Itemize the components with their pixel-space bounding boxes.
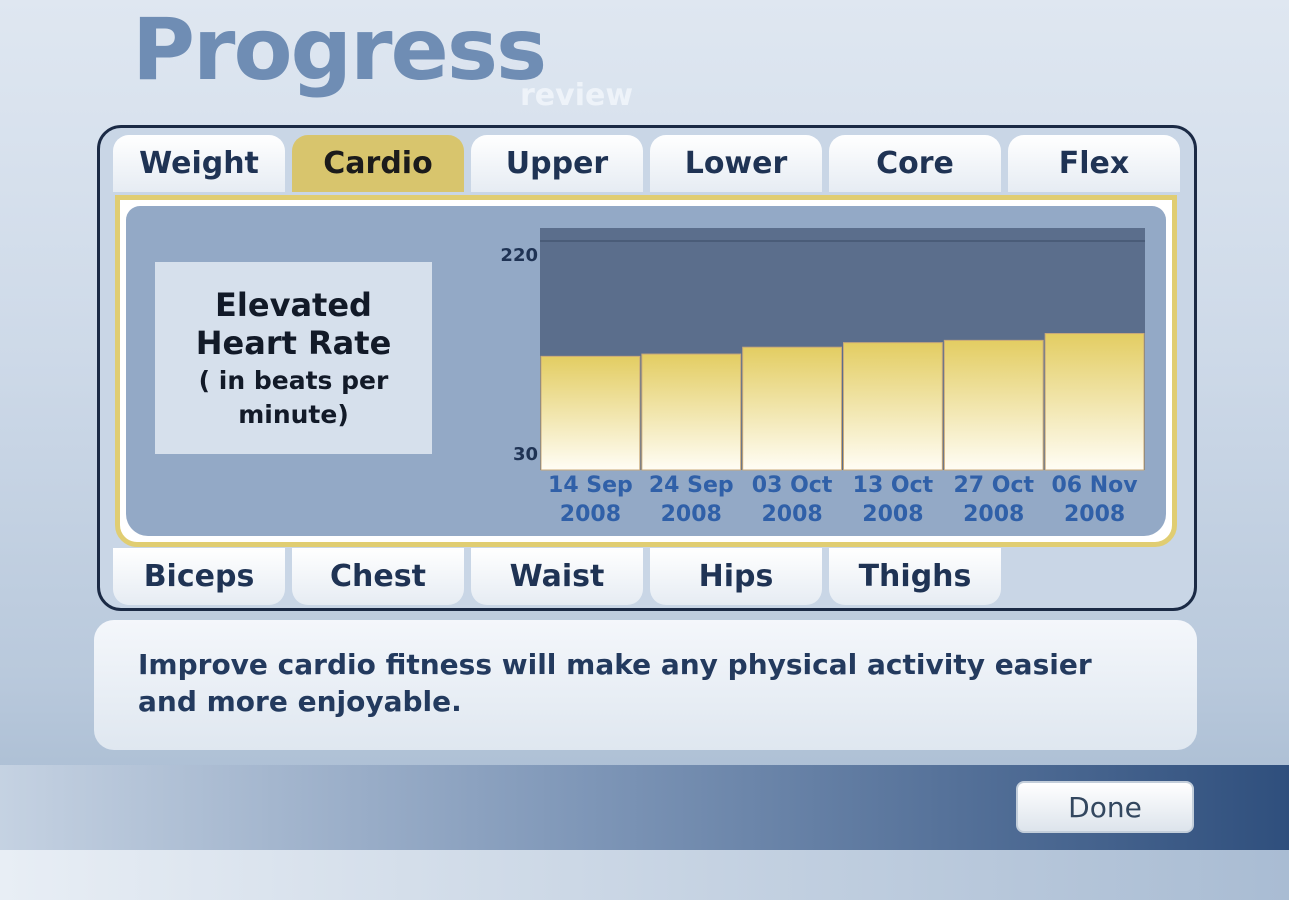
x-tick-label: 03 Oct xyxy=(752,473,833,498)
page-title: Progress xyxy=(132,0,547,100)
tab-cardio[interactable]: Cardio xyxy=(292,135,464,192)
tip-text: Improve cardio fitness will make any phy… xyxy=(94,620,1197,750)
x-tick-label: 24 Sep xyxy=(649,473,734,498)
tab-core[interactable]: Core xyxy=(829,135,1001,192)
metric-unit-1: ( in beats per xyxy=(198,366,389,395)
bar xyxy=(1044,333,1145,471)
x-tick-label: 2008 xyxy=(560,502,621,527)
x-tick-label: 13 Oct xyxy=(853,473,934,498)
bar xyxy=(943,339,1044,471)
x-tick-label: 27 Oct xyxy=(953,473,1034,498)
x-tick-label: 2008 xyxy=(761,502,822,527)
tab-hips[interactable]: Hips xyxy=(650,548,822,605)
background-bottom xyxy=(0,850,1289,900)
y-tick-label: 30 xyxy=(513,444,538,465)
y-tick-label: 220 xyxy=(500,245,538,266)
metric-label: Elevated Heart Rate ( in beats per minut… xyxy=(155,262,432,454)
done-button[interactable]: Done xyxy=(1016,781,1194,833)
tab-lower[interactable]: Lower xyxy=(650,135,822,192)
metric-title-2: Heart Rate xyxy=(195,324,392,362)
tab-waist[interactable]: Waist xyxy=(471,548,643,605)
x-tick-label: 2008 xyxy=(862,502,923,527)
metric-unit-2: minute) xyxy=(238,400,349,429)
tab-thighs[interactable]: Thighs xyxy=(829,548,1001,605)
x-tick-label: 2008 xyxy=(661,502,722,527)
plot-area xyxy=(540,228,1145,470)
metric-title-1: Elevated xyxy=(215,286,372,324)
page-subtitle: review xyxy=(520,78,634,113)
x-tick-label: 2008 xyxy=(1064,502,1125,527)
x-tick-label: 14 Sep xyxy=(548,473,633,498)
bar xyxy=(742,346,842,471)
x-tick-label: 06 Nov xyxy=(1052,473,1139,498)
bar xyxy=(641,353,742,471)
tab-chest[interactable]: Chest xyxy=(292,548,464,605)
tab-biceps[interactable]: Biceps xyxy=(113,548,285,605)
tab-weight[interactable]: Weight xyxy=(113,135,285,192)
heart-rate-chart: 14 Sep 2008 24 Sep 2008 03 Oct 2008 13 Oct 2008… xyxy=(500,228,1145,527)
bar xyxy=(540,355,641,471)
tab-flex[interactable]: Flex xyxy=(1008,135,1180,192)
bar xyxy=(843,342,943,471)
tab-upper[interactable]: Upper xyxy=(471,135,643,192)
x-tick-label: 2008 xyxy=(963,502,1024,527)
